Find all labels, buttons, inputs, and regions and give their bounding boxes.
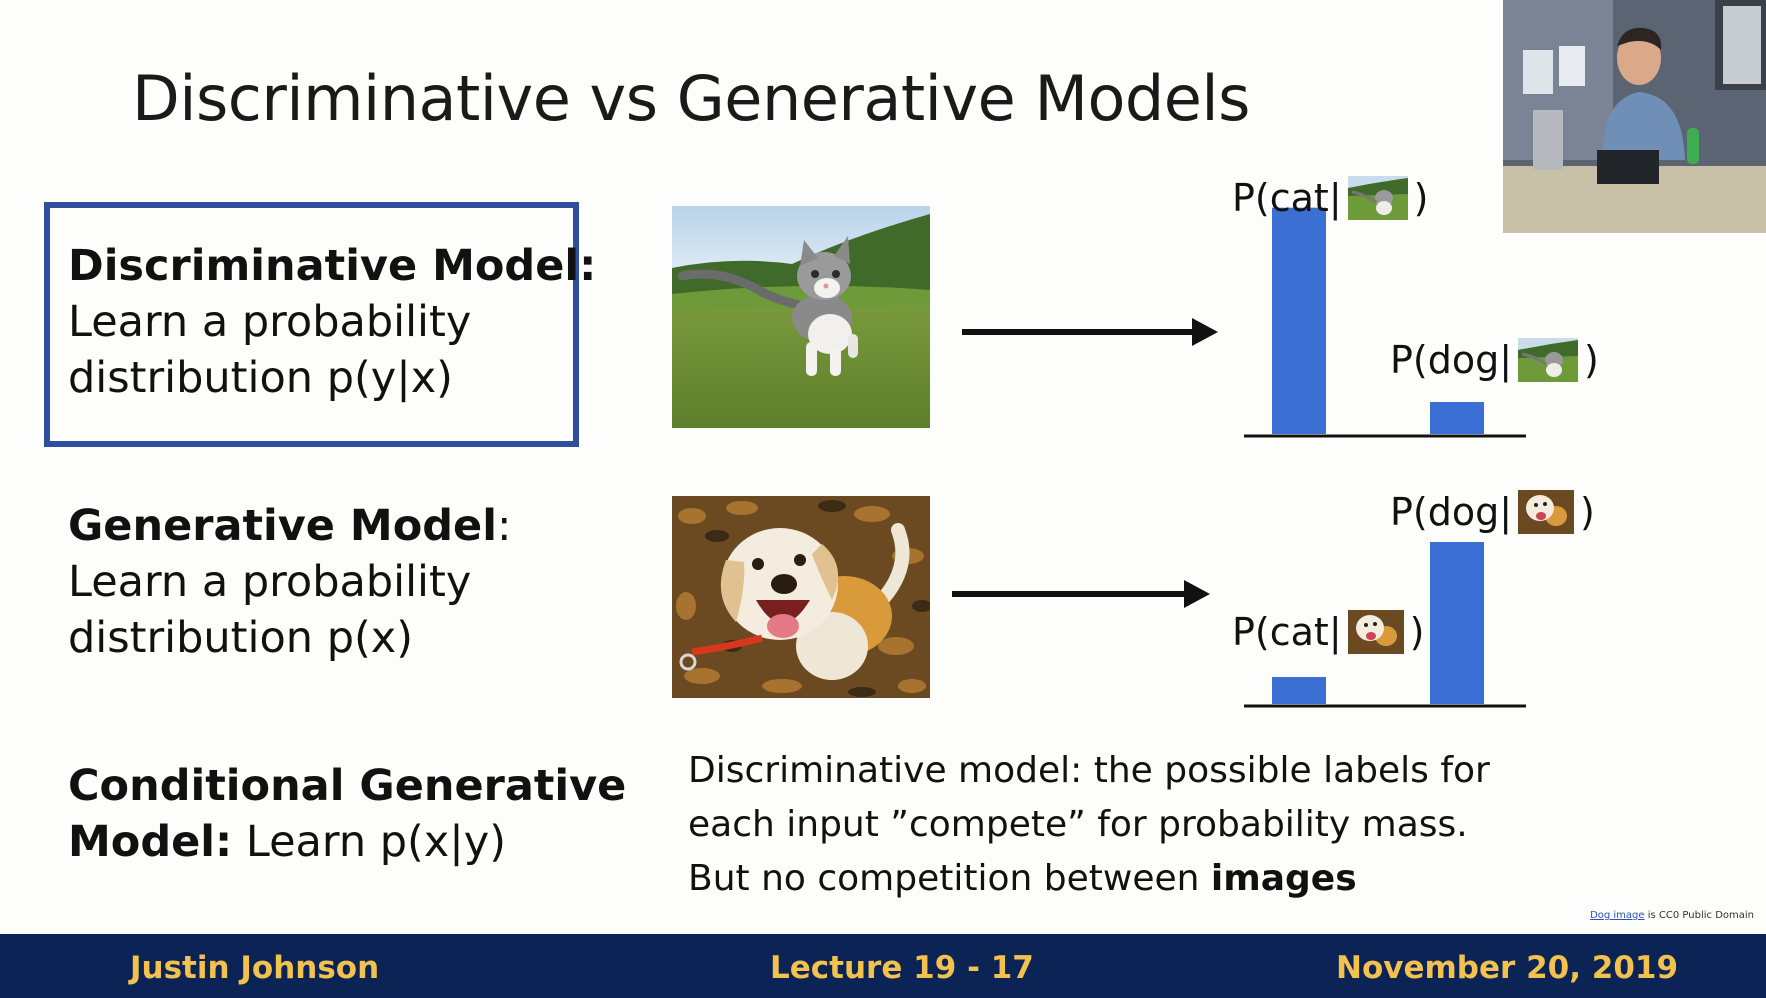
highlight-box	[44, 202, 579, 447]
note-line3-prefix: But no competition between	[688, 858, 1211, 899]
footer-author: Justin Johnson	[130, 950, 380, 986]
dog-thumbnail	[1347, 610, 1404, 654]
explanation-note: Discriminative model: the possible label…	[688, 744, 1490, 906]
note-line3-bold: images	[1210, 858, 1357, 899]
discriminative-line1: Learn a probability	[68, 297, 472, 347]
webcam-video	[1503, 0, 1766, 233]
label-open-text: P(cat|	[1232, 176, 1342, 220]
label-close-text: )	[1413, 176, 1429, 220]
slide-title: Discriminative vs Generative Models	[132, 62, 1250, 135]
footer-lecture: Lecture 19 - 17	[770, 950, 1034, 986]
cat-image	[672, 206, 930, 428]
generative-model-text: Generative Model: Learn a probability di…	[68, 498, 511, 666]
label-open-text: P(dog|	[1390, 490, 1513, 534]
conditional-heading-line1: Conditional Generative	[68, 761, 627, 811]
bar-cat	[1272, 677, 1326, 704]
label-p-dog-given-dog: P(dog| )	[1390, 490, 1595, 534]
discriminative-heading: Discriminative Model:	[68, 241, 597, 291]
label-close-text: )	[1409, 610, 1425, 654]
note-line1: Discriminative model: the possible label…	[688, 750, 1490, 791]
image-credit: Dog image is CC0 Public Domain	[1590, 910, 1754, 921]
cat-thumbnail	[1518, 338, 1579, 382]
label-p-cat-given-cat: P(cat| )	[1232, 176, 1428, 220]
generative-heading: Generative Model	[68, 501, 497, 551]
bar-dog	[1430, 542, 1484, 704]
generative-line1: Learn a probability	[68, 557, 472, 607]
bar-cat	[1272, 207, 1326, 434]
discriminative-line2: distribution p(y|x)	[68, 353, 453, 403]
dog-image	[672, 496, 930, 698]
label-p-dog-given-cat: P(dog| )	[1390, 338, 1599, 382]
discriminative-model-text: Discriminative Model: Learn a probabilit…	[68, 238, 596, 406]
footer-bar: Justin Johnson Lecture 19 - 17 November …	[0, 934, 1766, 998]
bar-dog	[1430, 402, 1484, 434]
dog-thumbnail	[1518, 490, 1575, 534]
image-credit-text: is CC0 Public Domain	[1644, 910, 1754, 921]
image-credit-link[interactable]: Dog image	[1590, 910, 1645, 921]
conditional-heading-line2: Model:	[68, 817, 233, 867]
label-close-text: )	[1580, 490, 1595, 534]
cat-thumbnail	[1347, 176, 1408, 220]
label-open-text: P(cat|	[1232, 610, 1342, 654]
generative-line2: distribution p(x)	[68, 613, 414, 663]
note-line2: each input ”compete” for probability mas…	[688, 804, 1468, 845]
bar-chart-dog	[1244, 542, 1526, 708]
label-open-text: P(dog|	[1390, 338, 1513, 382]
label-p-cat-given-dog: P(cat| )	[1232, 610, 1424, 654]
bar-chart-cat	[1244, 207, 1526, 438]
conditional-model-text: Conditional Generative Model: Learn p(x|…	[68, 758, 626, 870]
conditional-rest: Learn p(x|y)	[232, 817, 506, 867]
generative-colon: :	[496, 501, 512, 551]
footer-date: November 20, 2019	[1336, 950, 1679, 986]
arrow-right-icon	[962, 318, 1218, 346]
label-close-text: )	[1584, 338, 1599, 382]
arrow-right-icon	[952, 580, 1210, 608]
